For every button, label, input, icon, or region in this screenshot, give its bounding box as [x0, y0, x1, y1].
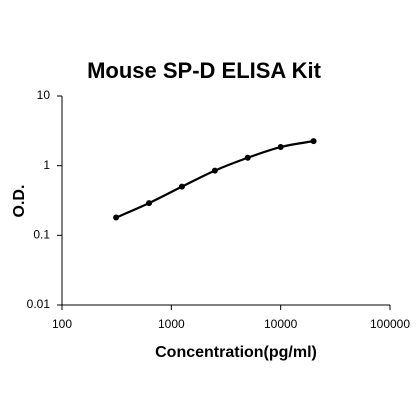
data-point — [277, 144, 284, 151]
data-point — [113, 214, 120, 221]
y-tick-label: 0.01 — [27, 297, 51, 311]
x-tick-label: 100000 — [370, 317, 410, 331]
data-point — [310, 138, 317, 145]
x-tick-label: 10000 — [264, 317, 298, 331]
data-point — [211, 167, 218, 174]
y-tick-label: 10 — [37, 88, 51, 102]
x-tick-label: 100 — [52, 317, 72, 331]
chart-title: Mouse SP-D ELISA Kit — [87, 58, 322, 83]
x-axis-title: Concentration(pg/ml) — [155, 344, 317, 361]
data-point — [146, 200, 153, 207]
y-tick-label: 1 — [43, 158, 50, 172]
data-point — [244, 154, 251, 161]
y-tick-label: 0.1 — [33, 228, 50, 242]
data-point — [178, 183, 185, 190]
x-tick-label: 1000 — [158, 317, 185, 331]
y-axis-title: O.D. — [11, 185, 28, 218]
data-line — [115, 140, 314, 219]
